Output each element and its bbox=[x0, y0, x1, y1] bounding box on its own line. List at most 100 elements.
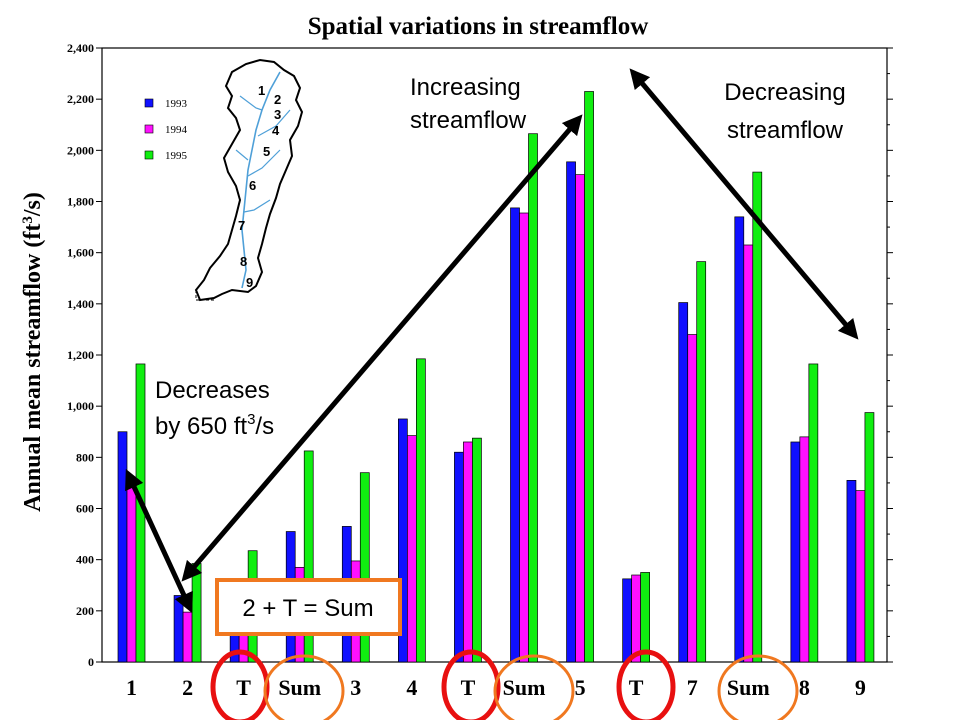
x-tick-label: 3 bbox=[350, 675, 361, 700]
legend-swatch-1993 bbox=[144, 98, 154, 108]
annotation-decreases-amount: by 650 ft3/s bbox=[155, 411, 274, 440]
annotation-decreasing-line1: Decreasing bbox=[724, 79, 845, 106]
bar-1993 bbox=[173, 595, 184, 663]
bar-1995 bbox=[528, 133, 538, 663]
map-site-label: 7 bbox=[238, 218, 245, 233]
bar-1994 bbox=[463, 441, 473, 663]
basin-map-inset: 1 2 3 4 5 6 7 8 9 bbox=[194, 58, 304, 302]
bar-1995 bbox=[808, 363, 819, 663]
y-tick-label: 200 bbox=[76, 604, 94, 618]
bar-1993 bbox=[678, 302, 689, 663]
x-tick-label: 1 bbox=[126, 675, 137, 700]
bar-1993 bbox=[622, 578, 632, 663]
annotation-decreases-line1: Decreases bbox=[155, 377, 270, 404]
map-site-label: 2 bbox=[274, 92, 281, 107]
y-tick-label: 1,600 bbox=[67, 246, 94, 260]
x-tick-label: 2 bbox=[182, 675, 193, 700]
annotation-increasing-line2: streamflow bbox=[410, 107, 527, 134]
y-tick-label: 800 bbox=[76, 450, 94, 464]
legend-label-1994: 1994 bbox=[165, 124, 188, 136]
y-tick-label: 400 bbox=[76, 553, 94, 567]
equation-box-frame bbox=[215, 578, 402, 636]
y-axis-label-sup: 3 bbox=[20, 216, 36, 224]
bar-1994 bbox=[631, 574, 641, 663]
legend-label-1993: 1993 bbox=[165, 98, 188, 110]
x-tick-label: Sum bbox=[503, 675, 546, 700]
x-tick-label: 8 bbox=[799, 675, 810, 700]
x-tick-label: T bbox=[461, 675, 476, 700]
bar-1994 bbox=[799, 436, 810, 663]
y-axis-label: Annual mean streamflow (ft3/s) bbox=[20, 192, 46, 512]
bar-1993 bbox=[790, 441, 801, 663]
highlight-circle-sum bbox=[263, 654, 345, 720]
equation-box-text: 2 + T = Sum bbox=[242, 595, 373, 622]
y-tick-label: 2,400 bbox=[67, 41, 94, 55]
bar-1994 bbox=[519, 212, 529, 663]
highlight-circle-sum bbox=[717, 654, 799, 720]
arrow-decrease bbox=[125, 468, 193, 614]
bar-1993 bbox=[510, 207, 520, 663]
y-axis: 0 200 400 600 800 1,000 1,200 1,400 1,600 1,800 2,… bbox=[67, 41, 893, 669]
annotation-decreases-sup: 3 bbox=[247, 411, 255, 428]
legend-swatch-1994 bbox=[144, 124, 154, 134]
y-axis-label-end: /s) bbox=[20, 192, 46, 217]
y-tick-label: 1,000 bbox=[67, 399, 94, 413]
legend: 1993 1994 1995 bbox=[144, 98, 188, 162]
legend-swatch-1995 bbox=[144, 150, 154, 160]
bar-1994 bbox=[687, 334, 698, 663]
annotation-increasing-line1: Increasing bbox=[410, 74, 521, 101]
y-tick-label: 1,400 bbox=[67, 297, 94, 311]
bar-1993 bbox=[734, 216, 745, 663]
x-tick-label: Sum bbox=[278, 675, 321, 700]
chart-title: Spatial variations in streamflow bbox=[308, 13, 649, 40]
y-tick-label: 0 bbox=[88, 655, 94, 669]
map-site-label: 4 bbox=[272, 123, 280, 138]
map-site-label: 5 bbox=[263, 144, 270, 159]
bar-1995 bbox=[584, 91, 594, 663]
highlight-circle-t bbox=[210, 649, 270, 720]
bar-1993 bbox=[846, 480, 857, 663]
y-tick-label: 2,200 bbox=[67, 92, 94, 106]
y-tick-label: 1,200 bbox=[67, 348, 94, 362]
bar-1993 bbox=[566, 161, 576, 663]
bar-1993 bbox=[117, 431, 128, 663]
bar-1995 bbox=[472, 437, 482, 663]
highlight-circle-sum bbox=[493, 654, 575, 720]
equation-box: 2 + T = Sum bbox=[215, 578, 402, 636]
highlight-circles bbox=[210, 649, 799, 720]
map-site-label: 9 bbox=[246, 275, 253, 290]
annotation-decreases-line2: by 650 ft bbox=[155, 413, 247, 440]
map-site-label: 6 bbox=[249, 178, 256, 193]
bar-1995 bbox=[696, 261, 707, 663]
x-tick-label: T bbox=[236, 675, 251, 700]
x-tick-label: 4 bbox=[406, 675, 417, 700]
bar-1994 bbox=[855, 490, 866, 663]
bar-1994 bbox=[743, 244, 754, 663]
bar-1994 bbox=[126, 480, 137, 663]
map-site-label: 1 bbox=[258, 83, 265, 98]
annotation-decreases-end: /s bbox=[255, 413, 274, 440]
x-tick-label: 5 bbox=[575, 675, 586, 700]
arrow-increasing bbox=[181, 114, 583, 582]
bar-1994 bbox=[182, 611, 193, 663]
bar-1995 bbox=[752, 171, 763, 663]
x-tick-label: 9 bbox=[855, 675, 866, 700]
annotation-decreasing-line2: streamflow bbox=[727, 117, 844, 144]
bar-1994 bbox=[575, 174, 585, 663]
bar-1995 bbox=[191, 563, 202, 663]
y-tick-label: 1,800 bbox=[67, 195, 94, 209]
y-axis-label-main: Annual mean streamflow (ft bbox=[20, 224, 46, 512]
map-site-label: 8 bbox=[240, 254, 247, 269]
y-tick-label: 2,000 bbox=[67, 143, 94, 157]
x-tick-label: 7 bbox=[687, 675, 698, 700]
map-site-label: 3 bbox=[274, 107, 281, 122]
highlight-circle-t bbox=[616, 649, 676, 720]
x-tick-label: Sum bbox=[727, 675, 770, 700]
x-axis: 1 2 T Sum 3 4 T Sum 5 T 7 Sum 8 9 bbox=[126, 675, 866, 700]
arrow-decreasing bbox=[629, 68, 859, 340]
bar-1995 bbox=[416, 358, 426, 663]
y-tick-label: 600 bbox=[76, 502, 94, 516]
x-tick-label: T bbox=[629, 675, 644, 700]
legend-label-1995: 1995 bbox=[165, 150, 188, 162]
bar-1995 bbox=[640, 572, 650, 663]
